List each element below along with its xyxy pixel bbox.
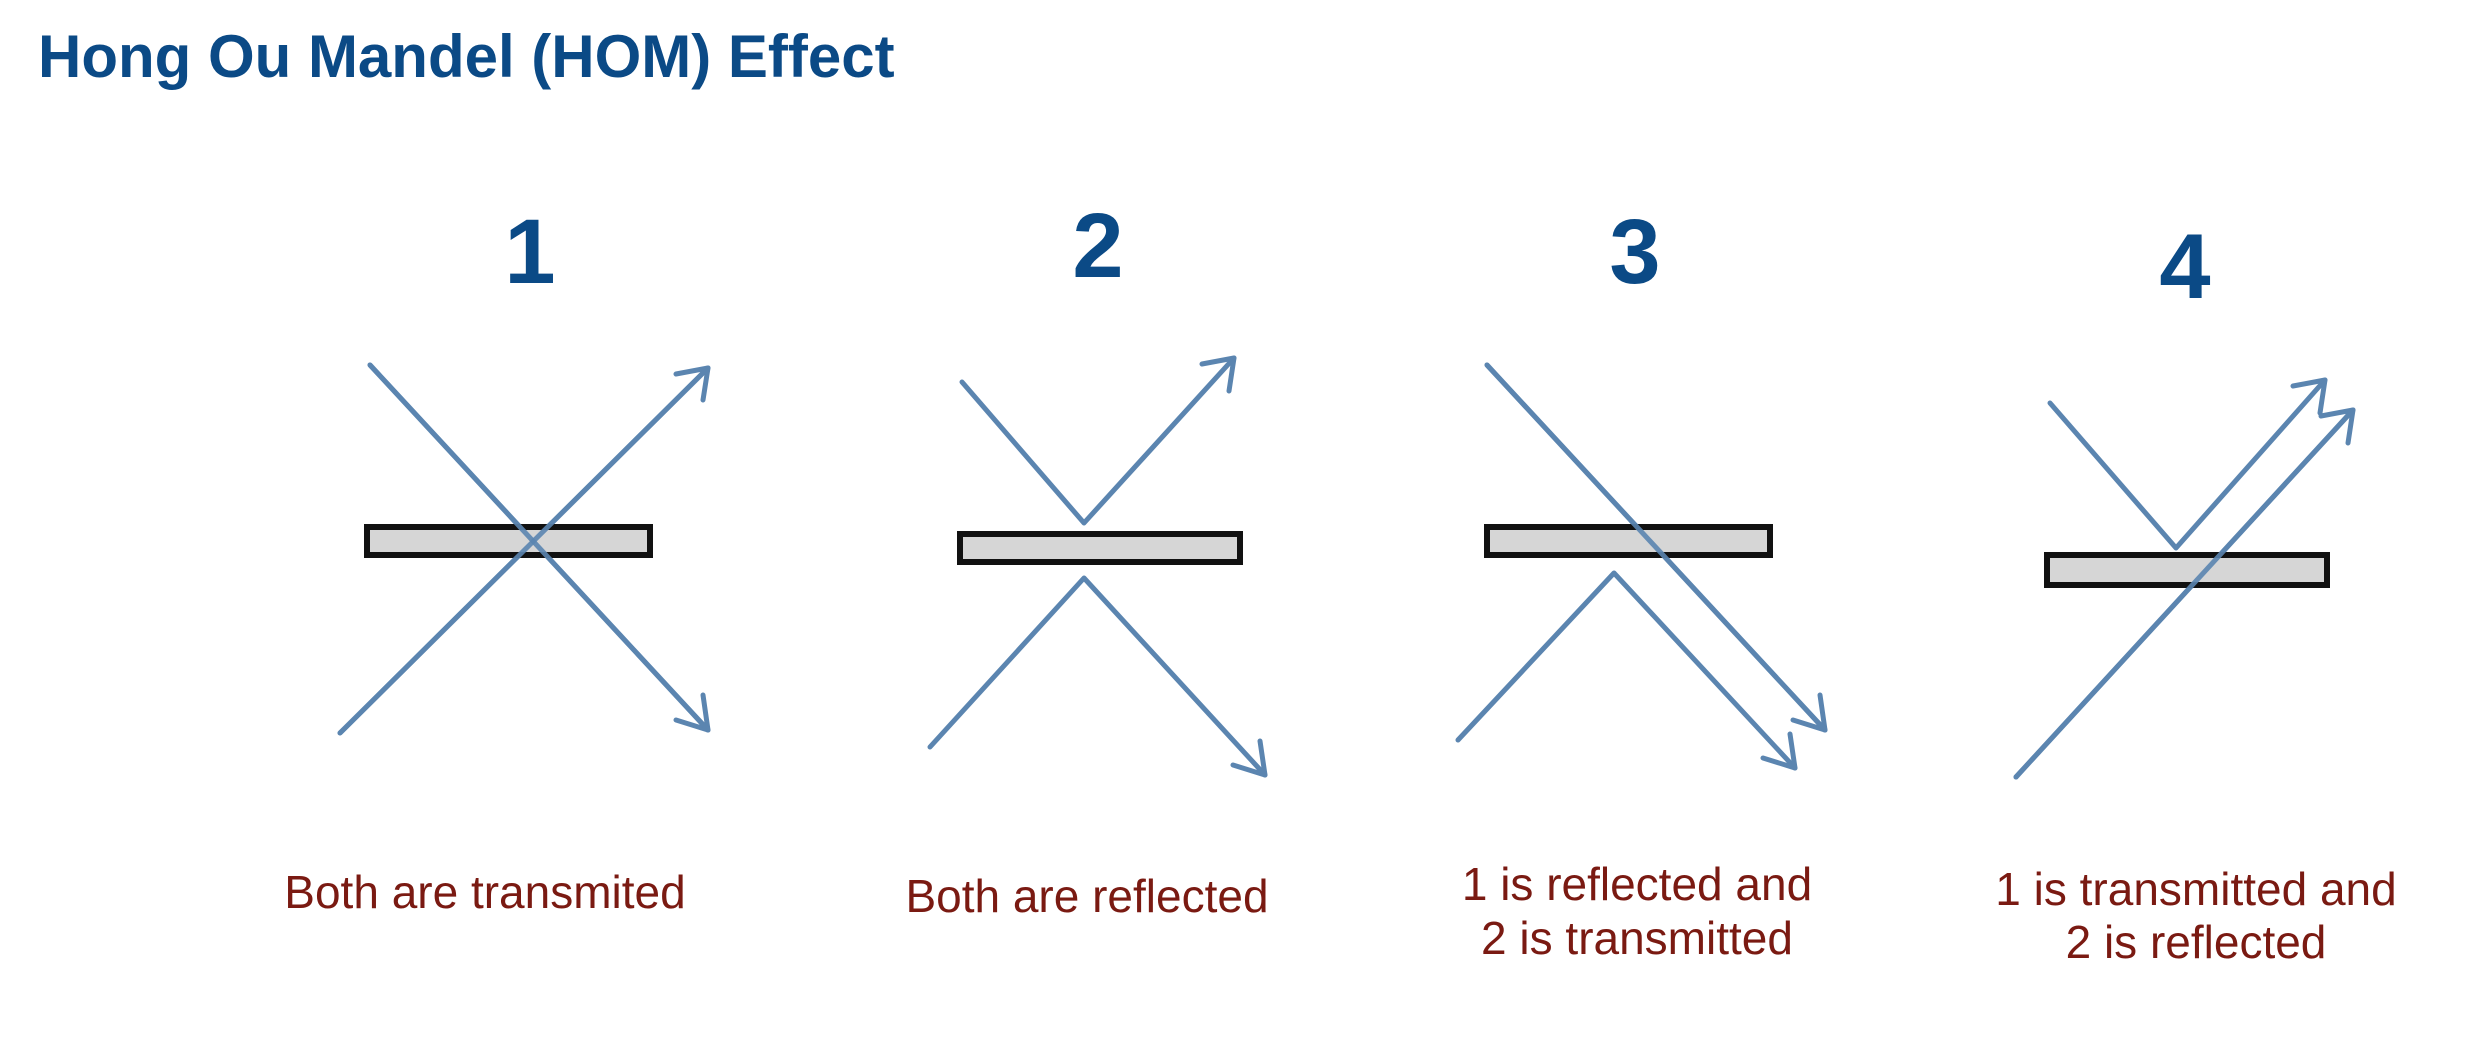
panel-2-caption: Both are reflected [905, 870, 1268, 922]
panel-3-caption-line-2: 2 is transmitted [1481, 912, 1793, 964]
panel-4: 4 1 is transmitted and 2 is reflected [1995, 216, 2396, 968]
panel-3-beam-reflected [1455, 570, 1798, 771]
panel-4-caption-line-2: 2 is reflected [2066, 916, 2327, 968]
panel-2-beam-splitter [957, 531, 1243, 565]
panel-1-number: 1 [504, 201, 555, 303]
panel-3-arrowhead-reflected [1760, 731, 1798, 771]
panel-2-beam-upper [959, 355, 1237, 526]
panel-3: 3 1 is reflected and 2 is transmitted [1455, 201, 1828, 964]
panel-2-beam-lower [927, 575, 1268, 778]
panel-4-caption-line-1: 1 is transmitted and [1995, 863, 2396, 915]
panel-1-beam-a-over [367, 362, 711, 733]
panel-1: 1 Both are transmited [284, 201, 711, 918]
panel-2: 2 Both are reflected [905, 195, 1268, 922]
panel-2-arrowhead-upper [1199, 355, 1237, 394]
panel-1-beam-splitter [364, 524, 653, 558]
panel-2-number: 2 [1072, 195, 1123, 297]
panel-4-beam-splitter [2044, 552, 2330, 588]
panel-1-beam-b-over [337, 365, 711, 736]
panel-1-caption: Both are transmited [284, 866, 685, 918]
panel-3-beam-splitter [1484, 524, 1773, 558]
panel-3-number: 3 [1609, 201, 1660, 303]
panel-4-arrowhead-reflected [2290, 377, 2328, 416]
panel-4-number: 4 [2159, 216, 2210, 318]
panel-3-caption-line-1: 1 is reflected and [1462, 858, 1812, 910]
panel-4-beam-reflected [2047, 377, 2328, 551]
page-title: Hong Ou Mandel (HOM) Effect [38, 23, 895, 90]
panel-2-arrowhead-lower [1230, 738, 1268, 778]
panel-4-beam-transmitted-over [2013, 407, 2356, 780]
panel-3-beam-transmitted-over [1484, 362, 1828, 733]
